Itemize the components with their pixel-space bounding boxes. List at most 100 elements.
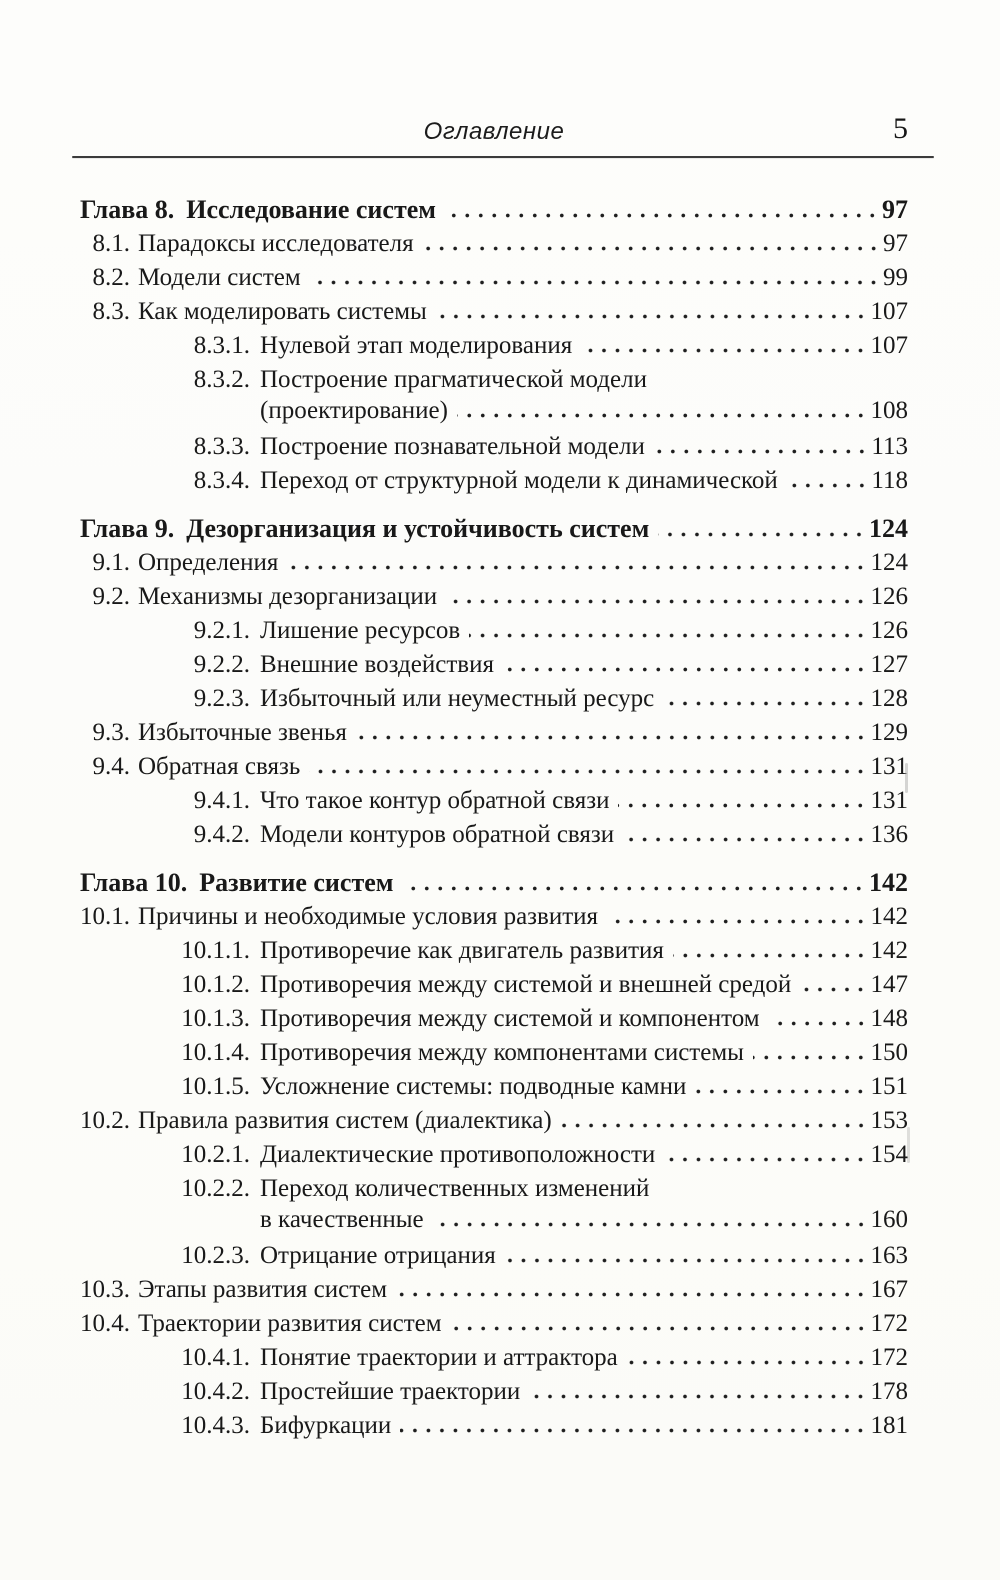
entry-body: Дезорганизация и устойчивость систем 124 (186, 512, 908, 546)
entry-body: Нулевой этап моделирования 107 (260, 329, 908, 363)
dot-leader (529, 1394, 868, 1399)
entry-line: Механизмы дезорганизации 126 (138, 580, 908, 614)
dot-leader (626, 1360, 868, 1365)
dot-leader (581, 348, 868, 353)
entry-line: Внешние воздействия 127 (260, 648, 908, 682)
dot-leader (432, 1222, 868, 1227)
entry-line: Построение прагматической модели (260, 363, 908, 397)
dot-leader (456, 413, 868, 418)
entry-page: 127 (870, 651, 909, 678)
entry-page: 131 (870, 787, 909, 814)
entry-line: Причины и необходимые условия развития 14… (138, 900, 908, 934)
entry-page: 118 (871, 467, 908, 494)
dot-leader (469, 633, 868, 638)
dot-leader (444, 213, 879, 218)
toc-entry: 10.4.1. Понятие траектории и аттрактора 17… (80, 1341, 908, 1375)
entry-page: 178 (870, 1378, 909, 1405)
entry-number: 10.1. (80, 903, 130, 930)
entry-page: 160 (870, 1206, 909, 1233)
entry-page: 126 (870, 583, 909, 610)
entry-line: Усложнение системы: подводные камни 151 (260, 1070, 908, 1104)
entry-title: Построение познавательной модели (260, 433, 645, 460)
toc-entry: 8.3. Как моделировать системы 107 (80, 295, 909, 329)
entry-page: 154 (870, 1141, 909, 1168)
toc-entry: 8.2. Модели систем 99 (80, 261, 909, 295)
entry-line: Развитие систем 142 (199, 866, 908, 900)
entry-title: Что такое контур обратной связи (260, 787, 610, 814)
entry-title: Правила развития систем (диалектика) (138, 1107, 552, 1134)
entry-line: Модели контуров обратной связи 136 (260, 818, 908, 852)
entry-body: Избыточные звенья 129 (138, 716, 908, 750)
entry-number: Глава 10. (80, 868, 188, 897)
entry-title: Развитие систем (199, 868, 394, 897)
toc-entry: 9.4.1. Что такое контур обратной связи 131 (80, 784, 908, 818)
entry-body: Отрицание отрицания 163 (260, 1239, 908, 1273)
toc-entry: 9.2.2. Внешние воздействия 127 (80, 648, 908, 682)
entry-title: Простейшие траектории (260, 1378, 521, 1405)
dot-leader (396, 1292, 868, 1297)
entry-title: Траектории развития систем (138, 1310, 442, 1337)
page-header: Оглавление 5 (80, 112, 908, 150)
entry-body: Усложнение системы: подводные камни 151 (260, 1070, 908, 1104)
entry-line: Как моделировать системы 107 (138, 295, 908, 329)
entry-body: Простейшие траектории 178 (260, 1375, 908, 1409)
running-title: Оглавление (423, 118, 565, 145)
toc-entry: 8.3.3. Построение познавательной модели 11… (80, 430, 908, 464)
toc-entry: 10.4.3. Бифуркации 181 (80, 1409, 908, 1443)
entry-page: 167 (870, 1276, 909, 1303)
entry-body: Бифуркации 181 (260, 1409, 908, 1443)
toc-entry: 9.4.2. Модели контуров обратной связи 136 (80, 818, 908, 852)
entry-number: 8.3.1. (193, 332, 250, 359)
toc-entry: 8.3.1. Нулевой этап моделирования 107 (80, 329, 908, 363)
entry-title: Диалектические противоположности (260, 1141, 656, 1168)
entry-body: Определения 124 (138, 546, 908, 580)
toc-entry: 10.3. Этапы развития систем 167 (80, 1273, 908, 1307)
entry-line: Противоречия между системой и внешней ср… (260, 968, 908, 1002)
entry-page: 148 (870, 1005, 909, 1032)
toc-entry: 10.1.2. Противоречия между системой и вне… (80, 968, 908, 1002)
entry-number: 10.2. (80, 1107, 130, 1134)
entry-number: 10.2.3. (181, 1242, 250, 1269)
entry-number: 10.2.2. (181, 1175, 250, 1202)
entry-line: Парадоксы исследователя 97 (138, 227, 908, 261)
entry-page: 153 (870, 1107, 909, 1134)
entry-title: Обратная связь (138, 753, 301, 780)
scan-artifact (907, 1127, 910, 1163)
entry-page: 131 (870, 753, 909, 780)
entry-title: Переход количественных изменений (260, 1175, 650, 1202)
toc-entry: 9.2.3. Избыточный или неуместный ресурс 12… (80, 682, 908, 716)
entry-number: 10.1.3. (181, 1005, 250, 1032)
dot-leader (663, 701, 868, 706)
entry-body: Что такое контур обратной связи 131 (260, 784, 908, 818)
entry-page: 172 (870, 1310, 909, 1337)
entry-page: 97 (883, 230, 908, 257)
entry-page: 181 (870, 1412, 909, 1439)
dot-leader (422, 246, 880, 251)
toc-entry: 9.3. Избыточные звенья 129 (80, 716, 909, 750)
entry-number: 8.2. (92, 264, 131, 291)
entry-number: 9.4. (92, 753, 131, 780)
dot-leader (752, 1055, 868, 1060)
entry-number: 10.2.1. (181, 1141, 250, 1168)
entry-page: 113 (871, 433, 908, 460)
entry-body: Парадоксы исследователя 97 (138, 227, 908, 261)
entry-line: Определения 124 (138, 546, 908, 580)
toc-entry: 9.2.1. Лишение ресурсов 126 (80, 614, 908, 648)
entry-line: Противоречия между системой и компоненто… (260, 1002, 908, 1036)
dot-leader (504, 1258, 868, 1263)
entry-page: 142 (870, 937, 909, 964)
dot-leader (446, 599, 868, 604)
entry-number: 9.1. (92, 549, 131, 576)
toc-entry: 10.1. Причины и необходимые условия разви… (80, 900, 908, 934)
entry-body: Этапы развития систем 167 (138, 1273, 908, 1307)
dot-leader (623, 837, 868, 842)
entry-body: Развитие систем 142 (199, 866, 908, 900)
entry-page: 124 (869, 514, 908, 543)
entry-title: Лишение ресурсов (260, 617, 461, 644)
dot-leader (502, 667, 868, 672)
entry-number: 9.4.2. (193, 821, 250, 848)
entry-body: Противоречия между системой и внешней ср… (260, 968, 908, 1002)
entry-line: Исследование систем 97 (186, 193, 908, 227)
entry-page: 126 (870, 617, 909, 644)
